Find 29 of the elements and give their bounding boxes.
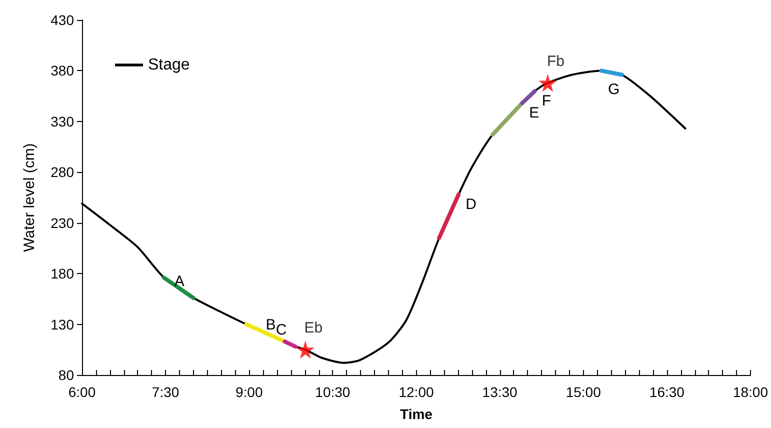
series-label: E <box>529 104 540 122</box>
y-tick-label: 230 <box>50 214 74 231</box>
y-tick-label: 430 <box>50 12 74 28</box>
y-tick-label: 180 <box>50 266 74 282</box>
x-tick-label: 10:30 <box>315 384 350 400</box>
x-axis-title: Time <box>400 406 433 422</box>
x-tick-label: 15:00 <box>566 384 602 400</box>
series-label: C <box>276 322 287 339</box>
x-tick-label: 18:00 <box>732 384 768 400</box>
x-tick-label: 6:00 <box>68 384 96 400</box>
series-label: Fb <box>546 52 564 70</box>
legend-label: Stage <box>148 56 190 74</box>
series-label: G <box>608 80 620 98</box>
series-label: B <box>266 316 276 334</box>
x-tick-label: 7:30 <box>152 384 180 400</box>
series-label: F <box>542 92 552 110</box>
y-tick-label: 330 <box>50 113 74 130</box>
y-axis-title: Water level (cm) <box>21 143 38 252</box>
y-tick-label: 130 <box>50 316 74 332</box>
x-tick-label: 12:00 <box>398 384 434 400</box>
series-label: A <box>174 272 184 290</box>
y-tick-label: 380 <box>50 62 74 79</box>
y-tick-label: 280 <box>50 164 74 180</box>
x-tick-label: 13:30 <box>482 384 518 400</box>
series-label: D <box>466 196 477 213</box>
series-label: Eb <box>304 320 323 337</box>
x-tick-label: 16:30 <box>649 384 685 400</box>
x-tick-label: 9:00 <box>235 384 263 400</box>
y-tick-label: 80 <box>58 367 74 383</box>
